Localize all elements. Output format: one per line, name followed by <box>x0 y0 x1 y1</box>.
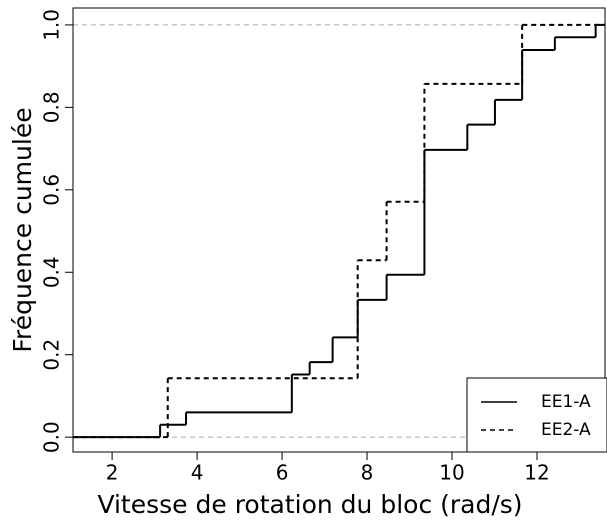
legend-label: EE1-A <box>541 392 591 412</box>
x-axis-label: Vitesse de rotation du bloc (rad/s) <box>97 490 522 519</box>
x-tick-label: 12 <box>524 461 549 485</box>
x-tick-label: 10 <box>439 461 464 485</box>
x-tick-label: 8 <box>361 461 374 485</box>
legend-box <box>466 377 607 453</box>
y-tick-label: 0.6 <box>40 174 64 206</box>
y-tick-label: 0.8 <box>40 91 64 123</box>
x-tick-label: 4 <box>191 461 204 485</box>
legend-label: EE2-A <box>541 420 591 440</box>
x-tick-label: 2 <box>106 461 119 485</box>
y-tick-label: 0.2 <box>40 339 64 371</box>
y-axis-label: Fréquence cumulée <box>8 107 37 352</box>
y-tick-label: 0.0 <box>40 421 64 453</box>
y-tick-label: 1.0 <box>40 9 64 41</box>
x-tick-label: 6 <box>276 461 289 485</box>
plot-frame <box>72 7 606 453</box>
y-tick-label: 0.4 <box>40 256 64 288</box>
